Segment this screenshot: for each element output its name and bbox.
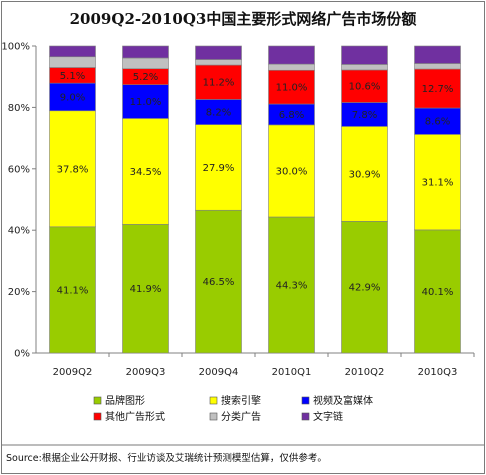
bar-segment — [49, 110, 96, 228]
bar-segment — [49, 82, 96, 112]
x-tick-label: 2009Q3 — [126, 367, 166, 378]
bar-segment — [341, 45, 388, 65]
bar-segment — [49, 56, 96, 68]
data-label: 11.2% — [203, 78, 235, 89]
data-label: 37.8% — [57, 164, 89, 175]
data-label: 31.1% — [422, 178, 454, 189]
bar-segment — [414, 68, 461, 109]
bar-segment — [49, 226, 96, 354]
data-label: 9.0% — [60, 92, 85, 103]
bar-segment — [195, 99, 242, 125]
data-label: 8.2% — [206, 108, 231, 119]
y-tick-label: 100% — [1, 42, 30, 53]
data-label: 34.5% — [130, 167, 162, 178]
bar-segment — [268, 63, 315, 71]
data-label: 5.1% — [60, 71, 85, 82]
data-label: 11.0% — [276, 83, 308, 94]
legend-label: 分类广告 — [221, 410, 261, 423]
legend-label: 文字链 — [313, 410, 343, 423]
bar-segment — [122, 45, 169, 59]
data-label: 6.8% — [279, 110, 304, 121]
data-label: 12.7% — [422, 84, 454, 95]
data-label: 27.9% — [203, 163, 235, 174]
chart-title: 2009Q2-2010Q3中国主要形式网络广告市场份额 — [69, 10, 417, 28]
x-tick-label: 2010Q1 — [272, 367, 312, 378]
bar-segment — [414, 229, 461, 354]
y-tick-label: 0% — [14, 349, 30, 360]
x-tick-label: 2010Q3 — [418, 367, 458, 378]
y-tick-label: 60% — [8, 164, 30, 175]
legend-label: 其他广告形式 — [105, 410, 165, 423]
bar-segment — [341, 69, 388, 103]
x-tick-label: 2009Q2 — [53, 367, 93, 378]
data-label: 5.2% — [133, 72, 158, 83]
y-tick-label: 20% — [8, 287, 30, 298]
bar-segment — [414, 107, 461, 135]
data-label: 8.6% — [425, 117, 450, 128]
legend-label: 品牌图形 — [105, 394, 145, 407]
data-label: 41.1% — [57, 285, 89, 296]
data-label: 41.9% — [130, 284, 162, 295]
data-label: 42.9% — [349, 283, 381, 294]
legend-swatch — [209, 412, 218, 421]
bar-segment — [195, 45, 242, 60]
bar-segment — [195, 209, 242, 354]
y-tick-label: 80% — [8, 103, 30, 114]
legend-label: 搜索引擎 — [221, 394, 261, 407]
legend-swatch — [93, 396, 102, 405]
bar-segment — [341, 64, 388, 71]
legend-swatch — [209, 396, 218, 405]
bar-segment — [341, 220, 388, 354]
legend-label: 视频及富媒体 — [313, 394, 373, 407]
data-label: 10.6% — [349, 82, 381, 93]
bar-segment — [122, 118, 169, 225]
x-tick-label: 2010Q2 — [345, 367, 385, 378]
x-tick-label: 2009Q4 — [199, 367, 239, 378]
bar-segment — [122, 57, 169, 70]
bar-segment — [341, 126, 388, 222]
y-tick-label: 40% — [8, 226, 30, 237]
source-note: Source:根据企业公开财报、行业访谈及艾瑞统计预测模型估算，仅供参考。 — [6, 453, 327, 464]
data-label: 44.3% — [276, 280, 308, 291]
data-label: 7.8% — [352, 110, 377, 121]
legend-swatch — [301, 396, 310, 405]
bar-segment — [122, 84, 169, 119]
bar-segment — [49, 45, 96, 58]
bar-segment — [268, 45, 315, 65]
data-label: 11.0% — [130, 97, 162, 108]
bar-segment — [195, 59, 242, 66]
data-label: 30.0% — [276, 166, 308, 177]
legend-swatch — [93, 412, 102, 421]
data-label: 30.9% — [349, 169, 381, 180]
bar-segment — [414, 45, 461, 64]
bar-segment — [122, 224, 169, 354]
data-label: 46.5% — [203, 277, 235, 288]
bar-segment — [195, 64, 242, 100]
bar-segment — [414, 134, 461, 231]
legend-swatch — [301, 412, 310, 421]
data-label: 40.1% — [422, 287, 454, 298]
bar-segment — [414, 63, 461, 70]
bar-segment — [268, 69, 315, 105]
stacked-bar-chart: 0% 20% 40% 60% 80% 100% 41.1% 37.8% 9.0% 5.1% 2009… — [1, 42, 484, 446]
